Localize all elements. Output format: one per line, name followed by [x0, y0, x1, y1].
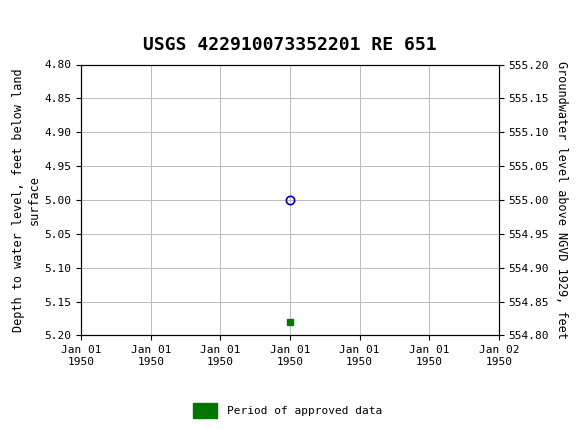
Text: Period of approved data: Period of approved data: [227, 405, 383, 416]
Text: ≡USGS: ≡USGS: [10, 9, 92, 29]
Y-axis label: Groundwater level above NGVD 1929, feet: Groundwater level above NGVD 1929, feet: [554, 61, 568, 339]
Y-axis label: Depth to water level, feet below land
surface: Depth to water level, feet below land su…: [12, 68, 41, 332]
Bar: [193, 403, 217, 418]
Text: USGS 422910073352201 RE 651: USGS 422910073352201 RE 651: [143, 36, 437, 54]
